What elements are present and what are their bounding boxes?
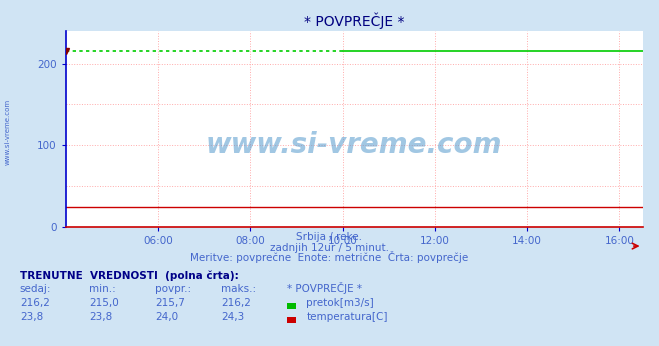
Text: Srbija / reke.: Srbija / reke. [297, 233, 362, 243]
Text: min.:: min.: [89, 284, 116, 294]
Text: 216,2: 216,2 [20, 298, 49, 308]
Text: sedaj:: sedaj: [20, 284, 51, 294]
Text: Meritve: povprečne  Enote: metrične  Črta: povprečje: Meritve: povprečne Enote: metrične Črta:… [190, 251, 469, 263]
Text: www.si-vreme.com: www.si-vreme.com [5, 98, 11, 165]
Text: zadnjih 12ur / 5 minut.: zadnjih 12ur / 5 minut. [270, 243, 389, 253]
Title: * POVPREČJE *: * POVPREČJE * [304, 12, 405, 29]
Text: maks.:: maks.: [221, 284, 256, 294]
Text: 215,7: 215,7 [155, 298, 185, 308]
Text: 23,8: 23,8 [89, 312, 112, 322]
Text: 215,0: 215,0 [89, 298, 119, 308]
Text: 24,0: 24,0 [155, 312, 178, 322]
Text: 216,2: 216,2 [221, 298, 250, 308]
Text: TRENUTNE  VREDNOSTI  (polna črta):: TRENUTNE VREDNOSTI (polna črta): [20, 270, 239, 281]
Text: * POVPREČJE *: * POVPREČJE * [287, 282, 362, 294]
Text: www.si-vreme.com: www.si-vreme.com [206, 130, 502, 158]
Text: pretok[m3/s]: pretok[m3/s] [306, 298, 374, 308]
Text: 23,8: 23,8 [20, 312, 43, 322]
Text: 24,3: 24,3 [221, 312, 244, 322]
Text: temperatura[C]: temperatura[C] [306, 312, 388, 322]
Text: povpr.:: povpr.: [155, 284, 191, 294]
